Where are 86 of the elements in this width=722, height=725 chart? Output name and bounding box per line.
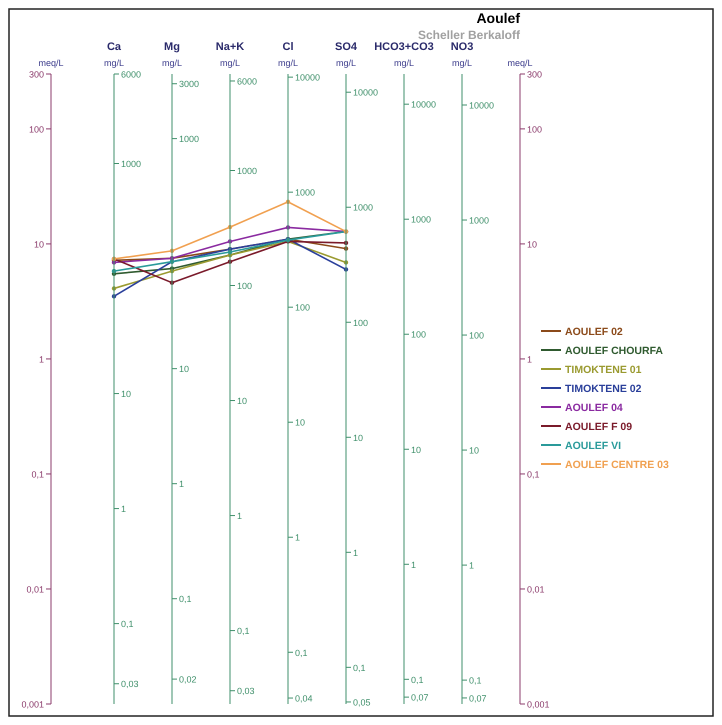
x-tick-label: mg/L xyxy=(278,58,298,68)
y-tick-label: 0,1 xyxy=(469,676,482,686)
x-tick-label: mg/L xyxy=(336,58,356,68)
y-tick-label: 0,1 xyxy=(353,662,366,673)
y-tick-label: 10 xyxy=(469,446,480,456)
y-tick-label: 0,1 xyxy=(411,674,424,685)
y-tick-label: 1 xyxy=(353,548,358,558)
legend-label: AOULEF 02 xyxy=(565,326,623,338)
x-tick-label: SO4 xyxy=(334,41,358,53)
y-tick-label: 100 xyxy=(237,281,252,292)
y-tick-label: 300 xyxy=(527,70,542,80)
y-tick-label: 1 xyxy=(179,479,184,490)
y-tick-label: 100 xyxy=(527,124,542,134)
y-tick-label: 0,01 xyxy=(527,584,545,594)
y-tick-label: 0,05 xyxy=(353,697,371,708)
legend-label: AOULEF F 09 xyxy=(565,421,632,433)
y-tick-label: 6000 xyxy=(237,76,258,86)
y-tick-label: 0,07 xyxy=(411,692,429,703)
chart-subtitle: Scheller Berkaloff xyxy=(418,28,521,42)
x-tick-label: mg/L xyxy=(452,58,472,68)
y-tick-label: 10 xyxy=(237,396,248,406)
y-tick-label: 0,03 xyxy=(237,686,255,696)
y-tick-label: 1 xyxy=(121,504,126,514)
x-tick-label: Cl xyxy=(282,41,294,53)
y-tick-label: 10 xyxy=(527,239,538,250)
y-tick-label: 0,1 xyxy=(31,469,44,480)
y-tick-label: 300 xyxy=(28,70,44,80)
y-tick-label: 1 xyxy=(527,354,532,364)
y-tick-label: 0,1 xyxy=(179,594,192,604)
y-tick-label: 1000 xyxy=(237,166,258,176)
y-tick-label: 1000 xyxy=(121,159,142,170)
y-tick-label: 1 xyxy=(411,560,416,570)
y-tick-label: 100 xyxy=(411,330,426,340)
y-tick-label: 10 xyxy=(353,432,364,443)
y-tick-label: 1 xyxy=(237,511,242,522)
y-tick-label: 1 xyxy=(38,354,44,364)
x-tick-label: mg/L xyxy=(220,58,240,68)
y-tick-label: 10 xyxy=(179,364,190,374)
legend-label: AOULEF CENTRE 03 xyxy=(565,459,670,471)
y-tick-label: 0,1 xyxy=(237,626,250,636)
y-tick-label: 1000 xyxy=(295,188,316,198)
x-tick-label: meq/L xyxy=(507,58,533,68)
y-tick-label: 100 xyxy=(295,302,310,313)
y-tick-label: 0,1 xyxy=(121,619,134,630)
x-tick-label: mg/L xyxy=(162,58,182,68)
y-tick-label: 10000 xyxy=(295,72,320,83)
x-tick-label: Ca xyxy=(106,41,122,53)
y-tick-label: 10000 xyxy=(411,100,436,110)
x-tick-label: HCO3+CO3 xyxy=(374,41,434,53)
x-tick-label: Mg xyxy=(164,41,180,53)
legend-label: TIMOKTENE 01 xyxy=(565,364,642,376)
y-tick-label: 1 xyxy=(469,560,474,571)
legend-label: AOULEF CHOURFA xyxy=(565,345,664,357)
y-tick-label: 0,001 xyxy=(21,700,44,710)
y-tick-label: 100 xyxy=(28,124,44,134)
y-tick-label: 0,01 xyxy=(26,584,44,594)
y-tick-label: 100 xyxy=(353,318,368,328)
y-tick-label: 0,1 xyxy=(295,648,308,658)
y-tick-label: 10000 xyxy=(469,100,494,110)
y-tick-label: 6000 xyxy=(121,70,142,80)
y-tick-label: 0,001 xyxy=(527,700,550,710)
y-tick-label: 10 xyxy=(411,444,422,455)
y-tick-label: 10 xyxy=(34,239,44,250)
y-tick-label: 1000 xyxy=(179,134,200,144)
x-tick-label: mg/L xyxy=(394,58,414,68)
y-tick-label: 10 xyxy=(295,418,306,428)
y-tick-label: 3000 xyxy=(179,79,200,90)
y-tick-label: 1000 xyxy=(353,202,374,213)
legend-label: AOULEF VI xyxy=(565,440,622,452)
y-tick-label: 0,03 xyxy=(121,679,139,690)
legend-label: TIMOKTENE 02 xyxy=(565,383,642,395)
x-tick-label: NO3 xyxy=(450,41,474,53)
y-tick-label: 0,07 xyxy=(469,693,487,704)
y-tick-label: 0,04 xyxy=(295,694,313,704)
chart-title: Aoulef xyxy=(476,10,520,26)
y-tick-label: 10 xyxy=(121,389,132,400)
y-tick-label: 1000 xyxy=(469,216,490,226)
y-tick-label: 100 xyxy=(469,330,484,341)
y-tick-label: 1 xyxy=(295,532,300,543)
x-tick-label: Na+K xyxy=(216,41,244,53)
y-tick-label: 0,1 xyxy=(527,469,540,480)
y-tick-label: 1000 xyxy=(411,214,432,225)
legend-label: AOULEF 04 xyxy=(565,402,623,414)
y-tick-label: 0,02 xyxy=(179,674,197,685)
y-tick-label: 10000 xyxy=(353,88,378,98)
x-tick-label: mg/L xyxy=(104,58,124,68)
